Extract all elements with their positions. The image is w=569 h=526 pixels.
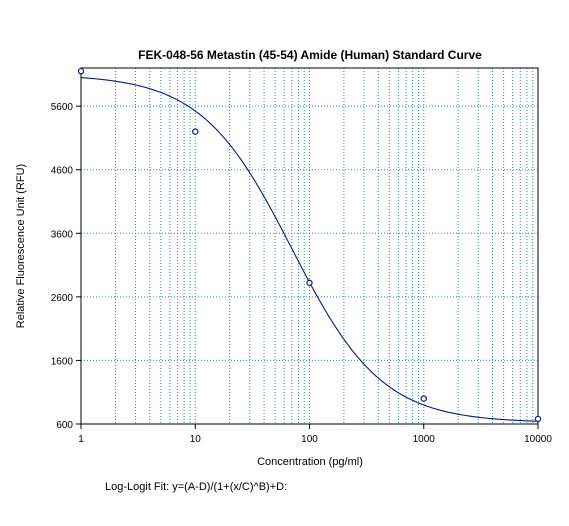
- y-tick-label: 1600: [51, 356, 74, 367]
- fit-equation-label: Log-Logit Fit: y=(A-D)/(1+(x/C)^B)+D:: [105, 481, 287, 493]
- tick-layer: 1 10 100 1000 10000 600 1600 2600 3600 4600 5600: [51, 102, 553, 445]
- data-point: [420, 395, 427, 402]
- y-tick-label: 3600: [51, 229, 74, 240]
- point-layer: [77, 67, 542, 423]
- data-point: [77, 67, 85, 75]
- y-tick-label: 600: [56, 420, 73, 431]
- curve-layer: [80, 77, 539, 422]
- x-axis-label: Concentration (pg/ml): [257, 456, 363, 468]
- y-tick-label: 4600: [51, 166, 74, 177]
- x-tick-label: 10: [190, 434, 202, 445]
- y-axis-label: Relative Fluorescence Unit (RFU): [15, 164, 27, 328]
- x-tick-label: 10000: [524, 434, 552, 445]
- data-point: [534, 415, 542, 423]
- y-tick-label: 5600: [51, 102, 74, 113]
- x-tick-label: 100: [301, 434, 318, 445]
- x-tick-label: 1: [78, 434, 84, 445]
- y-tick-label: 2600: [51, 293, 74, 304]
- grid-layer: [81, 68, 538, 424]
- fit-curve: [80, 77, 539, 422]
- data-point: [306, 279, 313, 287]
- data-point: [192, 128, 199, 135]
- chart-title: FEK-048-56 Metastin (45-54) Amide (Human…: [138, 48, 482, 62]
- x-tick-label: 1000: [413, 434, 436, 445]
